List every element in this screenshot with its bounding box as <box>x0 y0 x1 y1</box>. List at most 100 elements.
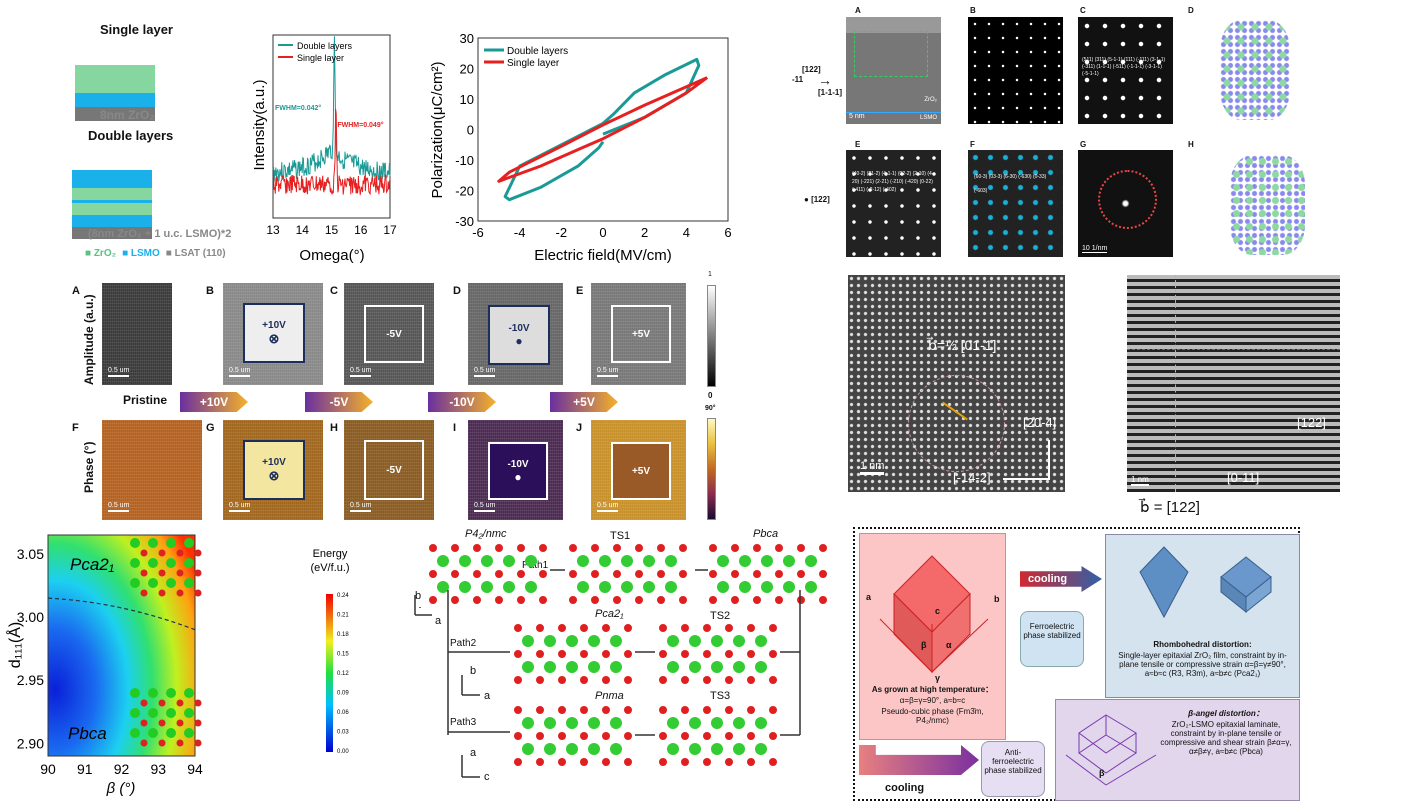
o-atom <box>797 570 805 578</box>
o-atom <box>769 624 777 632</box>
scale-bar: 10 1/nm <box>1082 245 1108 253</box>
panel-label: H <box>330 422 338 434</box>
o-atom <box>140 699 148 707</box>
o-atom <box>635 544 643 552</box>
angle-beta: β <box>921 640 927 650</box>
o-atom <box>725 624 733 632</box>
zr-atom <box>481 555 493 567</box>
dislocation-circle <box>908 375 1005 472</box>
layer-legend: ■ ZrO₂ ■ LSMO ■ LSAT (110) <box>85 248 226 259</box>
voltage-arrow: +10V <box>180 392 248 412</box>
zr-atom <box>610 661 622 673</box>
zr-atom <box>733 743 745 755</box>
panel-label: G <box>206 422 215 434</box>
zr-atom <box>711 717 723 729</box>
tem-grid: [122] -11 → [1-1-1] ● [122] A ZrO₂ LSMO … <box>790 0 1310 265</box>
zr-atom <box>184 728 194 738</box>
zr-atom <box>437 555 449 567</box>
o-atom <box>731 596 739 604</box>
panel-label: E <box>855 140 861 149</box>
o-atom <box>679 596 687 604</box>
colorbar-tick: 0.24 <box>337 593 349 599</box>
zr-atom <box>148 558 158 568</box>
poled-region: +5V <box>611 305 671 363</box>
o-atom <box>703 706 711 714</box>
zr-atom <box>689 743 701 755</box>
zr-atom <box>148 728 158 738</box>
o-atom <box>753 570 761 578</box>
o-atom <box>602 624 610 632</box>
o-atom <box>753 544 761 552</box>
colorbar <box>326 594 333 752</box>
o-atom <box>747 732 755 740</box>
tem-image-a: ZrO₂ LSMO 5 nm <box>846 17 941 124</box>
o-atom <box>558 732 566 740</box>
single-layer-stack <box>75 65 155 125</box>
axis-label: a <box>435 615 442 627</box>
panel-label: C <box>330 285 338 297</box>
o-atom <box>819 596 827 604</box>
o-atom <box>769 676 777 684</box>
legend-label: Double layers <box>297 41 353 51</box>
poled-region: -5V <box>364 305 424 363</box>
zr-atom <box>544 635 556 647</box>
phase-image-j: +5V 0.5 um <box>591 420 686 520</box>
o-atom <box>176 569 184 577</box>
o-atom <box>194 589 202 597</box>
zr-atom <box>610 743 622 755</box>
zr-atom <box>717 581 729 593</box>
x-tick-label: 94 <box>187 761 203 777</box>
double-layer-stack <box>72 170 152 242</box>
zr-atom <box>148 578 158 588</box>
o-atom <box>657 544 665 552</box>
o-atom <box>769 758 777 766</box>
voltage-arrow: -5V <box>305 392 373 412</box>
zr-atom <box>184 558 194 568</box>
o-atom <box>569 544 577 552</box>
poled-region: +10V ⊗ <box>243 440 305 500</box>
x-tick-label: 0 <box>599 225 606 240</box>
o-atom <box>747 706 755 714</box>
zr-atom <box>503 555 515 567</box>
legend-label: Single layer <box>507 58 560 69</box>
diffraction-sim-e: (40-2) (21-2) (4-1-1) (02-2) (2-10) (4-2… <box>846 150 941 257</box>
f-index-labels: (60-3) (03-3) (6-30) (-630) (0-33) (-603… <box>974 174 1047 194</box>
o-atom <box>473 596 481 604</box>
angle-alpha: α <box>946 640 952 650</box>
zr-atom <box>459 555 471 567</box>
phase-label: TS2 <box>710 610 731 622</box>
scale-bar: 0.5 um <box>350 367 372 377</box>
cubic-cell-icon <box>879 555 989 674</box>
o-atom <box>176 719 184 727</box>
o-atom <box>514 706 522 714</box>
o-atom <box>681 706 689 714</box>
o-atom <box>775 570 783 578</box>
o-atom <box>775 544 783 552</box>
pfm-figure: Amplitude (a.u.) Phase (°) A 0.5 um B +1… <box>60 271 730 525</box>
x-tick-label: 6 <box>724 225 731 240</box>
o-atom <box>725 758 733 766</box>
as-grown-box: a b c β α γ As grown at high temperature… <box>859 533 1006 740</box>
zr-atom <box>166 578 176 588</box>
o-atom <box>429 596 437 604</box>
o-atom <box>797 596 805 604</box>
colorbar-tick: 0.03 <box>337 730 349 736</box>
o-atom <box>140 569 148 577</box>
x-tick-label: 14 <box>296 223 310 237</box>
colorbar-tick: 0.21 <box>337 613 349 619</box>
o-atom <box>514 758 522 766</box>
o-atom <box>725 650 733 658</box>
o-atom <box>451 544 459 552</box>
scale-bar: 0.5 um <box>597 367 619 377</box>
o-atom <box>140 719 148 727</box>
path-label: Path2 <box>450 638 477 649</box>
o-atom <box>591 596 599 604</box>
o-atom <box>514 676 522 684</box>
o-atom <box>558 624 566 632</box>
o-atom <box>517 596 525 604</box>
y-tick-label: 0 <box>467 123 474 138</box>
zr-atom <box>544 743 556 755</box>
zr-atom <box>665 581 677 593</box>
zr-atom <box>577 581 589 593</box>
o-atom <box>158 739 166 747</box>
